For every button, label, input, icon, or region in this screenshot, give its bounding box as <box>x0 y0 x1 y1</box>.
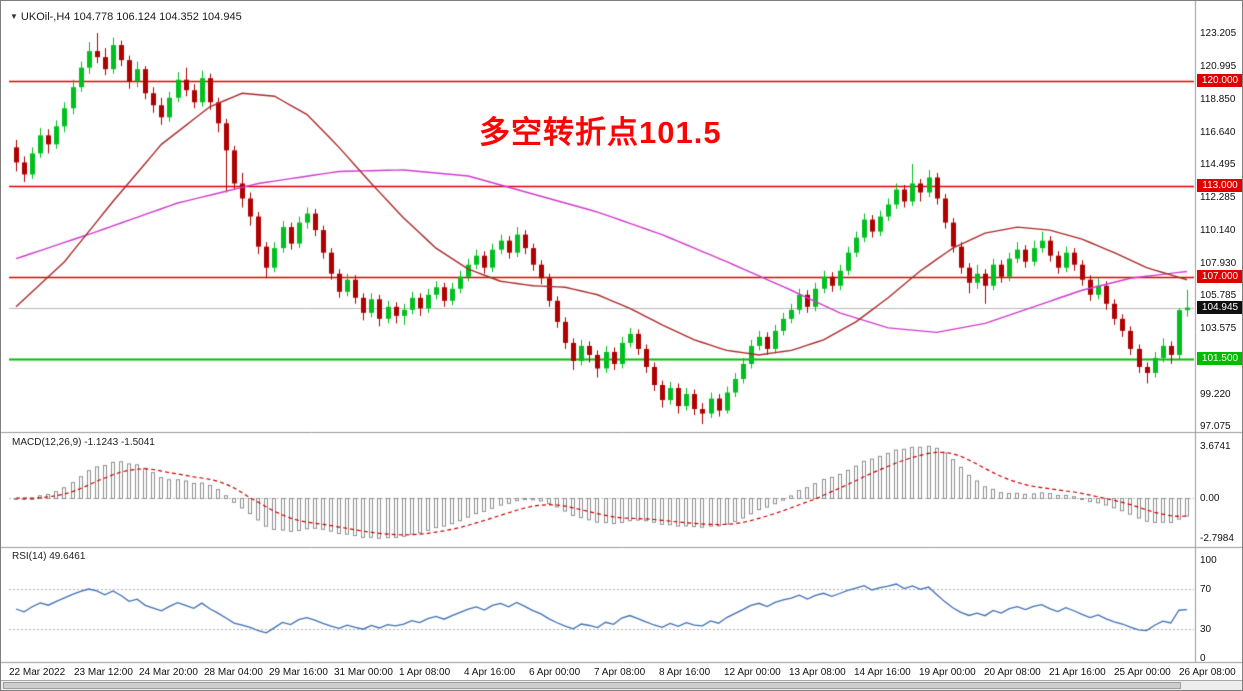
rsi-indicator-label: RSI(14) 49.6461 <box>12 551 86 562</box>
time-axis-label: 14 Apr 16:00 <box>854 667 911 678</box>
time-axis-label: 8 Apr 16:00 <box>659 667 711 678</box>
price-level-badge: 107.000 <box>1197 269 1242 283</box>
price-axis-label: 114.495 <box>1200 159 1236 170</box>
time-axis-label: 12 Apr 00:00 <box>724 667 781 678</box>
time-axis-label: 1 Apr 08:00 <box>399 667 451 678</box>
chart-title-ohlc: UKOil-,H4 104.778 106.124 104.352 104.94… <box>20 11 242 23</box>
price-axis-label: 107.930 <box>1200 257 1237 269</box>
rsi-axis-label: 0 <box>1200 653 1206 664</box>
time-axis-label: 19 Apr 00:00 <box>919 667 976 678</box>
price-axis-label: 120.995 <box>1200 61 1237 73</box>
price-axis-label: 99.220 <box>1200 388 1231 400</box>
chart-title: ▼ UKOil-,H4 104.778 106.124 104.352 104.9… <box>10 11 242 23</box>
macd-axis-label: 3.6741 <box>1200 440 1231 452</box>
price-level-badge: 113.000 <box>1197 179 1242 193</box>
scrollbar-thumb[interactable] <box>3 682 1181 689</box>
time-axis-label: 23 Mar 12:00 <box>74 667 133 678</box>
price-level-badge: 101.500 <box>1197 352 1242 366</box>
price-axis-label: 118.850 <box>1200 93 1236 105</box>
time-axis-label: 25 Apr 00:00 <box>1114 667 1171 678</box>
bid-price-badge: 104.945 <box>1197 300 1242 314</box>
price-annotation-text: 多空转折点101.5 <box>479 115 722 150</box>
time-axis-label: 13 Apr 08:00 <box>789 667 846 678</box>
time-axis-label: 24 Mar 20:00 <box>139 667 198 678</box>
price-axis-label: 105.785 <box>1200 290 1237 301</box>
rsi-axis-label: 100 <box>1200 555 1217 566</box>
price-axis-label: 112.285 <box>1200 192 1236 204</box>
macd-indicator-label: MACD(12,26,9) -1.1243 -1.5041 <box>12 437 155 448</box>
price-axis-label: 103.575 <box>1200 323 1237 335</box>
time-axis-label: 20 Apr 08:00 <box>984 667 1041 678</box>
time-axis-label: 22 Mar 2022 <box>9 667 66 678</box>
price-axis-label: 97.075 <box>1200 421 1231 432</box>
price-axis-label: 116.640 <box>1200 126 1236 138</box>
rsi-axis-label: 30 <box>1200 623 1212 635</box>
price-axis-label: 123.205 <box>1200 28 1237 39</box>
macd-axis-label: 0.00 <box>1200 493 1220 504</box>
horizontal-scrollbar[interactable] <box>1 680 1242 690</box>
time-axis-label: 28 Mar 04:00 <box>204 667 263 678</box>
macd-axis-label: -2.7984 <box>1200 532 1234 544</box>
time-axis-label: 31 Mar 00:00 <box>334 667 393 678</box>
time-axis-label: 7 Apr 08:00 <box>594 667 646 678</box>
price-level-badge: 120.000 <box>1197 74 1242 88</box>
time-axis-label: 4 Apr 16:00 <box>464 667 516 678</box>
time-axis-label: 26 Apr 08:00 <box>1179 667 1236 678</box>
symbol-dropdown-icon[interactable]: ▼ <box>10 12 18 21</box>
time-axis-label: 21 Apr 16:00 <box>1049 667 1106 678</box>
time-axis-label: 6 Apr 00:00 <box>529 667 581 678</box>
rsi-axis-label: 70 <box>1200 584 1212 596</box>
time-axis-label: 29 Mar 16:00 <box>269 667 328 678</box>
price-axis-label: 110.140 <box>1200 224 1236 236</box>
